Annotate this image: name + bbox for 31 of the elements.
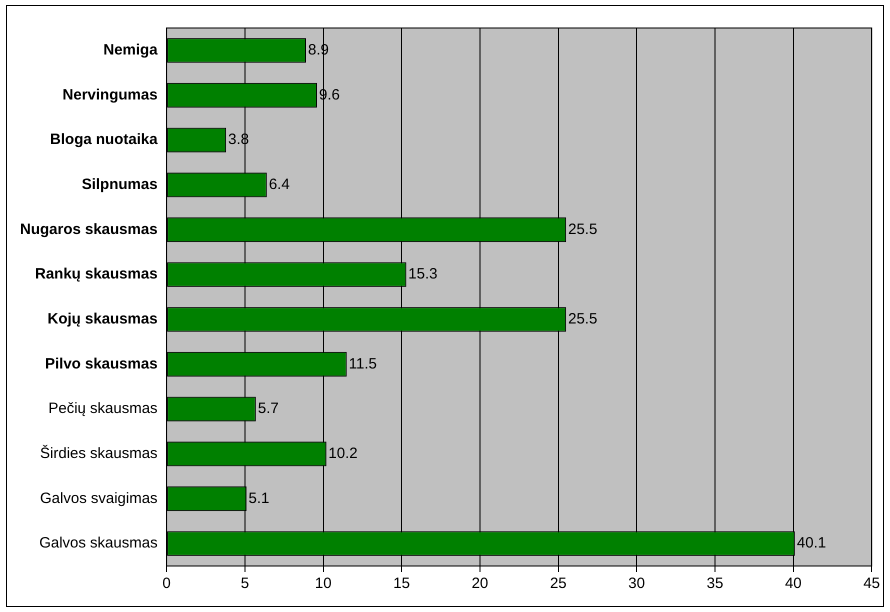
- y-tick-label: Nemiga: [103, 42, 158, 59]
- data-label: 5.1: [248, 490, 270, 507]
- y-tick-label: Silpnumas: [82, 176, 158, 194]
- y-tick-label: Pečių skausmas: [48, 400, 158, 418]
- x-tick-label: 10: [314, 575, 332, 592]
- x-tick-label: 30: [628, 575, 645, 592]
- y-tick-label: Galvos skausmas: [39, 534, 158, 552]
- data-label: 25.5: [568, 310, 598, 328]
- x-tick-label: 25: [550, 575, 567, 592]
- y-tick-label: Rankų skausmas: [34, 266, 158, 283]
- y-tick-label: Širdies skausmas: [40, 444, 158, 462]
- data-label: 5.7: [258, 400, 279, 418]
- x-tick-label: 0: [162, 575, 171, 592]
- data-label: 15.3: [408, 266, 438, 283]
- y-tick-label: Bloga nuotaika: [50, 131, 158, 148]
- x-tick-label: 35: [706, 575, 724, 592]
- y-tick-label: Pilvo skausmas: [44, 355, 158, 372]
- data-label: 10.2: [328, 445, 358, 462]
- x-tick-label: 40: [784, 575, 802, 592]
- x-tick-label: 20: [472, 575, 488, 592]
- x-tick-label: 45: [863, 575, 880, 592]
- data-label: 25.5: [568, 220, 598, 238]
- data-label: 6.4: [268, 176, 290, 194]
- y-tick-label: Galvos svaigimas: [40, 490, 158, 507]
- x-tick-label: 15: [393, 575, 410, 592]
- y-tick-label: Nervingumas: [62, 86, 158, 104]
- data-label: 11.5: [348, 355, 377, 372]
- y-tick-label: Nugaros skausmas: [20, 220, 158, 238]
- x-tick-label: 5: [240, 575, 250, 592]
- data-label: 40.1: [796, 534, 826, 552]
- y-tick-label: Kojų skausmas: [48, 310, 158, 328]
